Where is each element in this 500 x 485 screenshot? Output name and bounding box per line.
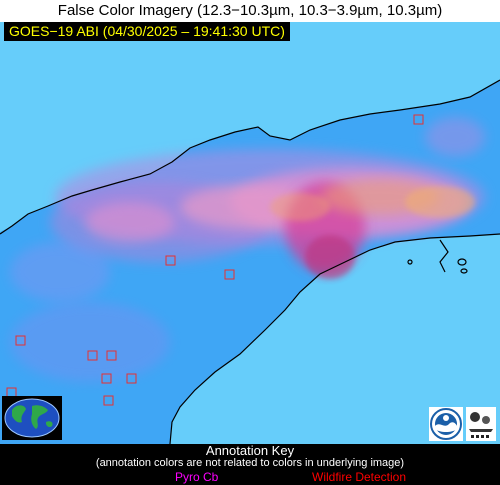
annotation-key-note: (annotation colors are not related to co…: [95, 457, 405, 469]
smoke-plume: [10, 117, 485, 382]
satellite-imagery: [0, 22, 500, 444]
pyro-cb-label: Pyro Cb: [175, 470, 219, 484]
wildfire-box: [101, 373, 112, 384]
annotation-key: Annotation Key (annotation colors are no…: [0, 444, 500, 485]
wildfire-box: [106, 350, 117, 361]
cimss-logo: [466, 407, 496, 441]
annotation-key-title: Annotation Key: [205, 443, 295, 458]
wildfire-box: [165, 255, 176, 266]
wildfire-box: [413, 114, 424, 125]
land-area-lower: [170, 234, 500, 444]
wildfire-box: [126, 373, 137, 384]
earth-globe-logo: [2, 396, 62, 440]
satellite-timestamp: GOES−19 ABI (04/30/2025 – 19:41:30 UTC): [4, 22, 290, 41]
coastline: [0, 79, 500, 444]
wildfire-box: [15, 335, 26, 346]
noaa-logo: [429, 407, 463, 441]
wildfire-box: [87, 350, 98, 361]
wildfire-box: [224, 269, 235, 280]
wildfire-box: [103, 395, 114, 406]
image-title: False Color Imagery (12.3−10.3µm, 10.3−3…: [0, 0, 500, 22]
wildfire-detection-label: Wildfire Detection: [312, 470, 407, 484]
